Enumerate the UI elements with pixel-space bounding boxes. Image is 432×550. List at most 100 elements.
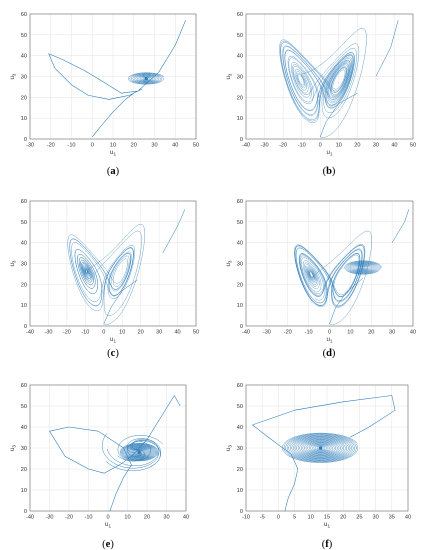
outer-loop [101,433,160,469]
y-axis-label-sub: 3 [12,445,17,448]
panel-b: -40 -30 -20 -10 0 10 20 30 40 50 0 10 20 30 40 50 60 u1 u3… [225,12,416,177]
entry-line [103,279,138,325]
y-tick-label: 20 [237,467,243,473]
exit-line [391,209,410,243]
transient-line [48,20,186,138]
x-tick-label: 40 [405,515,411,521]
x-tick-label: -10 [242,515,250,521]
x-tick-label: -30 [45,515,53,521]
y-tick-label: 60 [237,12,243,18]
axes-frame [245,13,414,140]
trajectory-a [48,20,186,138]
x-axis-label: u1 [326,149,332,157]
axes-frame [245,200,414,327]
x-tick-label: 30 [372,515,378,521]
y-tick-label: 60 [21,12,27,18]
x-tick-label: -30 [263,330,271,336]
outer-loop [127,440,161,468]
x-axis-label-sub: 1 [327,524,330,529]
panel-letter: b [326,166,332,177]
y-tick-label: 60 [237,199,243,205]
fixed-point-marker [318,446,323,450]
y-tick-label: 10 [237,303,243,309]
y-tick-label: 10 [21,303,27,309]
x-tick-label: -30 [44,330,52,336]
x-tick-label: 20 [368,330,374,336]
x-tick-label: -10 [305,330,313,336]
exit-line [375,20,399,77]
attractor-line [294,230,372,325]
x-tick-label: 30 [156,330,162,336]
x-tick-label: 50 [193,143,199,149]
trajectory-f [252,395,396,511]
y-tick-label: 30 [21,262,27,268]
y-tick-label: 40 [237,425,243,431]
panel-a: -30 -20 -10 0 10 20 30 40 50 0 10 20 30 40 50 60 u1 u3 (a) [9,12,199,177]
x-tick-label: -10 [67,143,75,149]
panel-caption: (a) [107,166,120,177]
x-tick-label: 40 [410,330,416,336]
y-tick-label: 0 [24,509,27,515]
outer-loop [117,441,151,462]
trajectory-d [294,209,410,325]
x-tick-label: 0 [91,143,94,149]
x-tick-label: -30 [261,143,269,149]
x-tick-label: -10 [84,515,92,521]
y-tick-label: 50 [237,404,243,410]
x-tick-label: 15 [324,515,330,521]
panel-f: -10 -5 0 5 10 15 20 25 30 35 40 0 10 20 30 40 50 60 u1 u3 (f… [225,383,411,550]
y-axis-label: u3 [9,73,17,79]
x-tick-label: 40 [391,143,397,149]
panel-letter: d [326,348,332,359]
axes-frame [245,384,409,512]
y-tick-label: 0 [240,324,243,330]
y-tick-label: 30 [237,262,243,268]
x-axis-label-sub: 1 [113,152,116,157]
y-tick-label: 30 [237,75,243,81]
y-tick-label: 50 [21,33,27,39]
x-tick-label: 10 [110,143,116,149]
y-axis-label-sub: 3 [228,260,233,263]
x-axis-label: u1 [105,521,111,529]
y-tick-label: 10 [21,116,27,122]
x-axis-label-sub: 1 [113,339,116,344]
y-tick-label: 50 [237,220,243,226]
y-tick-label: 0 [240,509,243,515]
x-tick-label: 20 [340,515,346,521]
x-tick-label: 0 [106,515,109,521]
inner-spiral [344,260,382,275]
axes-frame [29,200,197,327]
y-tick-label: 30 [21,446,27,452]
x-tick-label: 25 [356,515,362,521]
x-tick-label: 30 [389,330,395,336]
x-tick-label: -10 [298,143,306,149]
x-tick-label: -5 [260,515,265,521]
fixed-point-marker [144,76,148,81]
axes-frame [29,13,197,140]
trajectory-e [49,395,181,511]
x-axis-label-sub: 1 [108,524,111,529]
panel-letter: e [106,539,111,550]
y-tick-label: 40 [21,241,27,247]
spiral-line [282,432,359,463]
x-tick-label: 50 [193,330,199,336]
x-tick-label: 20 [138,330,144,336]
y-tick-label: 60 [237,383,243,389]
panel-caption: (c) [107,348,119,359]
panel-c: -40 -30 -20 -10 0 10 20 30 40 50 0 10 20 30 40 50 60 u1 u3… [9,199,199,359]
x-tick-label: -40 [26,515,34,521]
panel-letter: c [111,348,116,359]
x-tick-label: 10 [124,515,130,521]
y-tick-label: 60 [21,383,27,389]
x-tick-label: -30 [26,143,34,149]
x-tick-label: 40 [183,515,189,521]
trajectory-c [67,209,186,325]
x-tick-label: 50 [410,143,416,149]
y-axis-label: u3 [9,260,17,266]
panel-caption: (f) [322,539,333,550]
x-tick-label: 30 [373,143,379,149]
x-tick-label: 40 [172,143,178,149]
y-tick-label: 0 [24,137,27,143]
x-tick-label: 20 [144,515,150,521]
